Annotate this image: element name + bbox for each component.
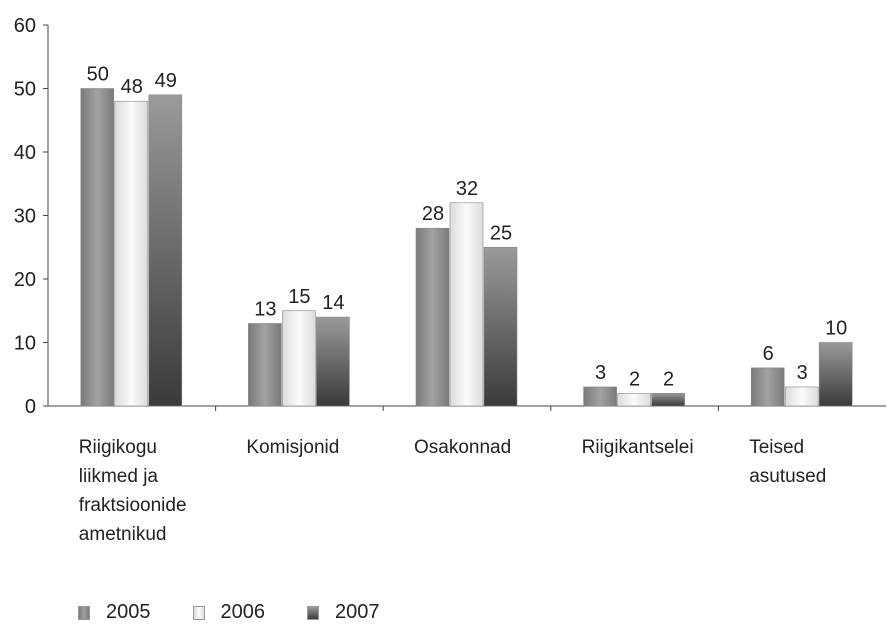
- data-label-2007: 2: [663, 368, 674, 390]
- bar-2007: [316, 316, 350, 407]
- bar-2007: [818, 342, 853, 407]
- legend-label-2005: 2005: [106, 601, 151, 623]
- legend-swatch-2006: [192, 605, 205, 620]
- data-label-2007: 25: [490, 222, 512, 244]
- legend: 2005 2006 2007: [78, 601, 422, 624]
- bar-2007: [148, 94, 183, 407]
- bar-2005: [248, 323, 282, 407]
- data-label-2005: 6: [763, 343, 774, 365]
- data-label-2006: 2: [629, 368, 640, 390]
- bar-2006: [617, 392, 651, 407]
- y-tick-label: 0: [25, 396, 36, 418]
- legend-item-2007: 2007: [307, 601, 380, 624]
- y-tick-label: 40: [14, 142, 36, 164]
- y-tick-label: 30: [14, 206, 36, 228]
- data-label-2005: 3: [595, 362, 606, 384]
- bar-2006: [114, 100, 149, 407]
- legend-item-2006: 2006: [192, 601, 266, 624]
- bar-2007: [651, 392, 685, 407]
- data-label-2005: 28: [422, 203, 444, 225]
- data-label-2007: 10: [825, 318, 847, 340]
- legend-label-2006: 2006: [220, 601, 266, 623]
- x-tick-label: Komisjonid: [246, 437, 340, 458]
- data-label-2005: 50: [87, 64, 109, 86]
- y-tick-label: 50: [14, 79, 36, 101]
- bar-2006: [282, 310, 316, 407]
- data-label-2007: 49: [155, 70, 177, 92]
- data-label-2006: 3: [797, 362, 808, 384]
- bar-2005: [583, 386, 617, 407]
- x-tick-label: Riigikantselei: [581, 437, 694, 458]
- legend-label-2007: 2007: [335, 601, 380, 623]
- bar-2005: [750, 367, 785, 407]
- data-label-2006: 48: [121, 76, 143, 98]
- y-tick-label: 10: [14, 333, 36, 355]
- x-tick-label: Riigikogu liikmed ja fraktsioonide ametn…: [78, 437, 187, 545]
- y-tick-label: 20: [14, 269, 36, 291]
- x-tick-label: Osakonnad: [414, 437, 512, 458]
- x-tick-label: Teised asutused: [749, 437, 827, 487]
- bar-2006: [784, 386, 819, 407]
- bar-2005: [415, 227, 450, 407]
- data-label-2006: 32: [456, 178, 478, 200]
- bar-2005: [80, 88, 115, 407]
- data-label-2006: 15: [288, 286, 310, 308]
- legend-swatch-2005: [78, 605, 90, 620]
- bar-2006: [449, 202, 484, 407]
- legend-swatch-2007: [307, 605, 319, 620]
- data-label-2007: 14: [322, 292, 344, 314]
- legend-item-2005: 2005: [78, 601, 151, 624]
- y-tick-label: 60: [14, 15, 36, 37]
- bar-2007: [483, 246, 518, 407]
- data-label-2005: 13: [254, 298, 276, 320]
